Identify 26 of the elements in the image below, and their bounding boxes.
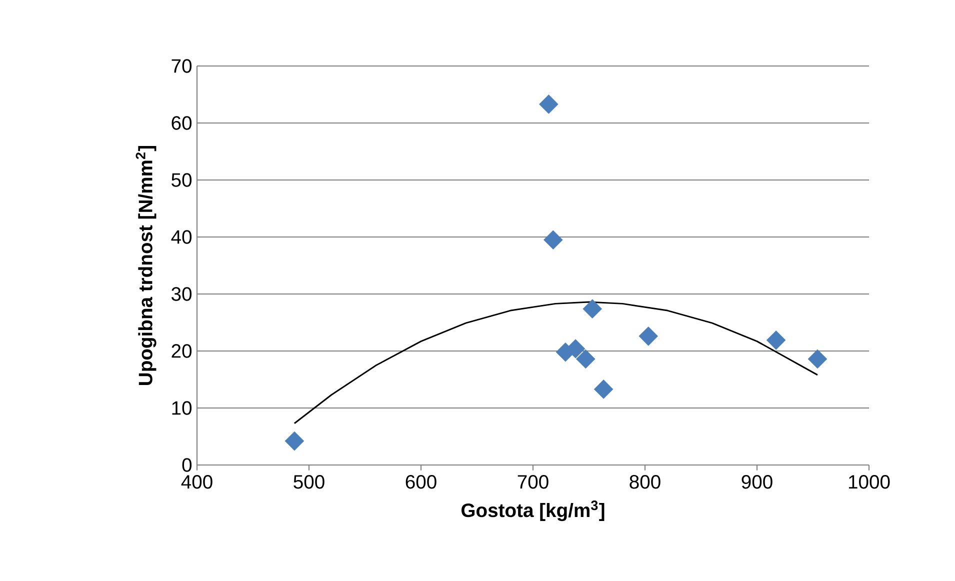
point	[808, 349, 828, 369]
y-tick-label: 0	[182, 458, 192, 472]
point	[638, 326, 658, 346]
point	[766, 330, 786, 350]
y-tick-label: 10	[172, 401, 192, 415]
point	[594, 380, 614, 399]
x-tick-label: 600	[406, 475, 436, 489]
y-tick-label: 20	[172, 344, 192, 358]
point	[582, 299, 602, 318]
y-tick-label: 30	[172, 287, 192, 301]
y-tick-label: 50	[172, 173, 192, 187]
point	[576, 349, 596, 369]
y-tick-label: 40	[171, 230, 192, 244]
y-tick-label: 60	[172, 116, 192, 130]
x-tick-label: 800	[630, 475, 660, 489]
x-axis-title: Gostota [kg/m$^{3}$]	[462, 500, 604, 522]
point	[284, 432, 304, 451]
x-tick-label: 500	[294, 475, 324, 489]
x-tick-label: 400	[181, 475, 212, 489]
x-tick-label: 700	[518, 475, 548, 489]
point	[544, 230, 563, 250]
x-tick-label: 1000	[848, 475, 890, 489]
x-tick-label: 900	[742, 475, 772, 489]
y-tick-label: 70	[172, 59, 192, 73]
y-axis-title: Upogibna trdnost [N/mm$^{2}$]	[136, 146, 156, 385]
point	[539, 94, 558, 114]
